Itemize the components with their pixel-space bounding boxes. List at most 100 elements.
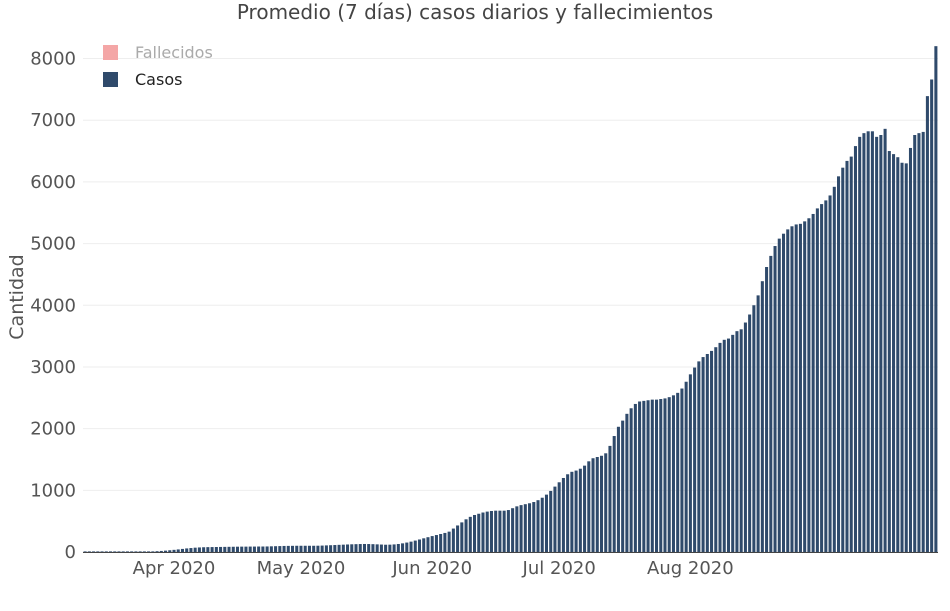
bar-casos[interactable] [439, 533, 443, 552]
bar-casos[interactable] [599, 455, 604, 552]
bar-casos[interactable] [595, 457, 599, 552]
bar-casos[interactable] [113, 551, 117, 552]
bar-casos[interactable] [333, 545, 337, 552]
bar-casos[interactable] [574, 470, 578, 552]
bar-casos[interactable] [502, 510, 506, 552]
bar-casos[interactable] [642, 400, 646, 552]
bar-casos[interactable] [803, 221, 807, 553]
bar-casos[interactable] [858, 136, 862, 552]
bar-casos[interactable] [824, 200, 828, 552]
bar-casos[interactable] [743, 322, 747, 552]
bar-casos[interactable] [798, 223, 802, 552]
bar-casos[interactable] [447, 531, 451, 552]
bar-casos[interactable] [138, 551, 142, 552]
bar-casos[interactable] [667, 397, 671, 552]
bar-casos[interactable] [828, 195, 832, 552]
bar-casos[interactable] [528, 503, 532, 552]
bar-casos[interactable] [870, 131, 874, 553]
bar-casos[interactable] [540, 497, 544, 552]
bar-casos[interactable] [934, 46, 938, 553]
bar-casos[interactable] [168, 550, 172, 552]
bar-casos[interactable] [849, 156, 853, 552]
bar-casos[interactable] [231, 546, 235, 552]
bar-casos[interactable] [892, 154, 896, 552]
bar-casos[interactable] [739, 329, 743, 552]
bar-casos[interactable] [219, 546, 223, 552]
bar-casos[interactable] [142, 551, 146, 552]
legend-item-fallecidos[interactable]: Fallecidos [103, 43, 213, 62]
bar-casos[interactable] [536, 500, 540, 552]
bar-casos[interactable] [578, 468, 582, 552]
bar-casos[interactable] [832, 186, 836, 552]
bar-casos[interactable] [329, 545, 333, 552]
bar-casos[interactable] [786, 229, 790, 552]
bar-casos[interactable] [853, 146, 857, 552]
bar-casos[interactable] [684, 381, 688, 552]
bar-casos[interactable] [604, 453, 608, 552]
bar-casos[interactable] [659, 399, 663, 552]
bar-casos[interactable] [248, 546, 252, 552]
bar-casos[interactable] [434, 535, 438, 552]
bar-casos[interactable] [760, 281, 764, 552]
bar-casos[interactable] [214, 547, 218, 552]
bar-casos[interactable] [837, 176, 841, 552]
bar-casos[interactable] [646, 400, 650, 552]
bar-casos[interactable] [917, 133, 921, 552]
bar-casos[interactable] [781, 233, 786, 552]
bar-casos[interactable] [498, 510, 502, 552]
bar-casos[interactable] [121, 551, 125, 552]
bar-casos[interactable] [206, 547, 210, 552]
bar-casos[interactable] [633, 403, 637, 552]
bar-casos[interactable] [401, 543, 405, 552]
bar-casos[interactable] [286, 545, 290, 552]
bar-casos[interactable] [701, 357, 705, 552]
bar-casos[interactable] [549, 490, 553, 552]
bar-casos[interactable] [235, 546, 240, 552]
bar-casos[interactable] [451, 528, 455, 552]
bar-casos[interactable] [726, 338, 731, 552]
bar-casos[interactable] [532, 502, 536, 552]
bar-casos[interactable] [913, 135, 917, 552]
bar-casos[interactable] [274, 546, 278, 552]
bar-casos[interactable] [210, 547, 214, 552]
bar-casos[interactable] [908, 147, 913, 552]
bar-casos[interactable] [722, 339, 726, 552]
bar-casos[interactable] [87, 551, 91, 552]
bar-casos[interactable] [477, 513, 481, 552]
bar-casos[interactable] [896, 157, 900, 552]
bar-casos[interactable] [413, 540, 417, 552]
bar-casos[interactable] [519, 505, 523, 552]
bar-casos[interactable] [790, 226, 794, 553]
bar-casos[interactable] [485, 511, 489, 552]
bar-casos[interactable] [193, 547, 197, 552]
bar-casos[interactable] [337, 544, 341, 552]
bar-casos[interactable] [710, 350, 714, 552]
bar-casos[interactable] [807, 218, 811, 552]
bar-casos[interactable] [561, 477, 565, 552]
bar-casos[interactable] [130, 551, 134, 552]
bar-casos[interactable] [92, 551, 96, 552]
bar-casos[interactable] [307, 545, 311, 552]
bar-casos[interactable] [405, 542, 409, 552]
bar-casos[interactable] [180, 548, 184, 552]
bar-casos[interactable] [875, 136, 879, 552]
legend-item-casos[interactable]: Casos [103, 70, 182, 89]
bar-casos[interactable] [511, 508, 515, 552]
bar-casos[interactable] [879, 135, 883, 552]
bar-casos[interactable] [735, 331, 739, 552]
bar-casos[interactable] [845, 160, 849, 552]
bar-casos[interactable] [904, 163, 908, 552]
bar-casos[interactable] [769, 255, 773, 552]
bar-casos[interactable] [464, 519, 468, 552]
bar-casos[interactable] [820, 204, 824, 552]
bar-casos[interactable] [456, 525, 460, 552]
bar-casos[interactable] [489, 510, 493, 552]
bar-casos[interactable] [925, 96, 929, 552]
bar-casos[interactable] [443, 532, 447, 552]
bar-casos[interactable] [773, 246, 777, 552]
bar-casos[interactable] [164, 550, 168, 552]
bar-casos[interactable] [697, 361, 701, 552]
bar-casos[interactable] [303, 545, 307, 552]
bar-casos[interactable] [379, 544, 383, 552]
bar-casos[interactable] [748, 314, 752, 552]
